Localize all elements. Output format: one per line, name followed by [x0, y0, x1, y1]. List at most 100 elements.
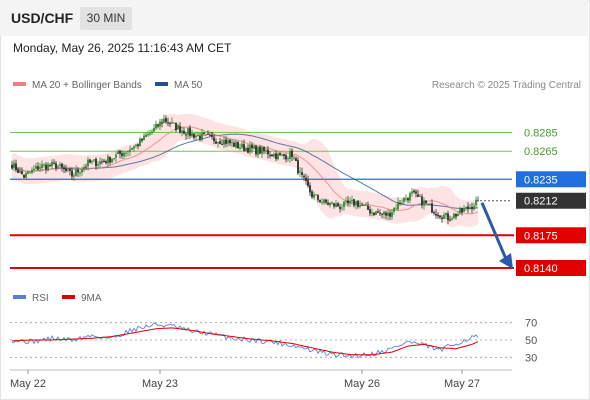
candle-body — [323, 199, 325, 203]
candle-body — [153, 128, 155, 132]
candle-body — [451, 218, 453, 220]
candle-body — [47, 164, 49, 171]
candle-body — [363, 204, 365, 206]
candle-body — [329, 202, 331, 206]
candle-body — [449, 219, 451, 221]
candle-body — [301, 172, 303, 175]
candle-body — [299, 171, 301, 173]
chart-header: USD/CHF 30 MIN — [0, 0, 588, 36]
candle-body — [201, 133, 203, 141]
candle-body — [465, 206, 467, 209]
candle-body — [91, 160, 93, 163]
candle-body — [471, 206, 473, 210]
legend-ma20-bb: MA 20 + Bollinger Bands — [13, 80, 142, 91]
candle-body — [209, 134, 211, 136]
candle-body — [265, 150, 267, 152]
candle-body — [421, 196, 423, 206]
candle-body — [365, 204, 367, 206]
candle-body — [463, 208, 465, 212]
candle-body — [303, 175, 305, 178]
candle-body — [15, 163, 17, 171]
candle-body — [229, 139, 231, 144]
level-resistance-0-label: 0.8285 — [524, 128, 558, 140]
candle-body — [131, 148, 133, 150]
candle-body — [117, 151, 119, 155]
x-tick-label: May 22 — [10, 378, 46, 390]
x-tick-label: May 26 — [344, 378, 380, 390]
candle-body — [55, 163, 57, 169]
candle-body — [353, 199, 355, 206]
candle-body — [317, 195, 319, 200]
candle-body — [107, 156, 109, 164]
candle-body — [193, 133, 195, 138]
candle-body — [11, 164, 13, 169]
forecast-arrow-shaft — [480, 202, 508, 260]
candle-body — [227, 140, 229, 144]
candle-body — [171, 121, 173, 124]
candle-body — [335, 203, 337, 208]
candle-body — [179, 126, 181, 133]
candle-body — [189, 127, 191, 136]
candle-body — [225, 139, 227, 144]
level-support-5-label: 0.8140 — [524, 263, 558, 275]
candle-body — [29, 172, 31, 174]
candle-body — [215, 141, 217, 144]
candle-body — [83, 167, 85, 170]
candle-body — [73, 175, 75, 177]
candle-body — [441, 217, 443, 219]
candle-body — [61, 163, 63, 168]
legend-9ma: 9MA — [62, 293, 102, 304]
level-pivot-2-badge — [516, 171, 586, 188]
candle-body — [251, 144, 253, 149]
candle-body — [167, 122, 169, 124]
candle-body — [343, 201, 345, 208]
candle-body — [439, 215, 441, 218]
candle-body — [87, 159, 89, 167]
candle-body — [121, 153, 123, 156]
candle-body — [425, 200, 427, 204]
candle-body — [49, 165, 51, 167]
candle-body — [359, 204, 361, 207]
candle-body — [31, 169, 33, 173]
candle-body — [157, 124, 159, 127]
interval-badge[interactable]: 30 MIN — [80, 7, 132, 30]
x-tick-label: May 23 — [142, 378, 178, 390]
candle-body — [95, 158, 97, 167]
candle-body — [109, 156, 111, 163]
candle-body — [411, 191, 413, 194]
candle-body — [297, 160, 299, 174]
candle-body — [137, 144, 139, 147]
candle-body — [195, 135, 197, 138]
candle-body — [315, 194, 317, 196]
candle-body — [203, 132, 205, 134]
candle-body — [457, 214, 459, 216]
candle-body — [375, 211, 377, 216]
candle-body — [147, 133, 149, 136]
candle-body — [455, 213, 457, 217]
candle-body — [281, 154, 283, 156]
candle-body — [89, 159, 91, 163]
candle-body — [93, 159, 95, 161]
candle-body — [349, 200, 351, 204]
candle-body — [253, 146, 255, 149]
ma20-line — [11, 126, 479, 215]
candle-body — [325, 199, 327, 203]
candle-body — [233, 142, 235, 147]
candle-body — [17, 169, 19, 173]
candle-body — [135, 144, 137, 147]
candle-body — [43, 164, 45, 166]
candle-body — [245, 148, 247, 152]
candle-body — [133, 146, 135, 149]
candle-body — [397, 201, 399, 210]
symbol-label: USD/CHF — [11, 10, 74, 26]
candle-body — [191, 133, 193, 137]
candle-body — [13, 162, 15, 168]
rsi-swatch — [13, 295, 26, 300]
candle-body — [79, 172, 81, 174]
candle-body — [313, 194, 315, 198]
rsi-panel: 70 50 30 — [10, 318, 537, 364]
candle-body — [85, 166, 87, 168]
candle-body — [283, 154, 285, 156]
candle-body — [285, 155, 287, 160]
